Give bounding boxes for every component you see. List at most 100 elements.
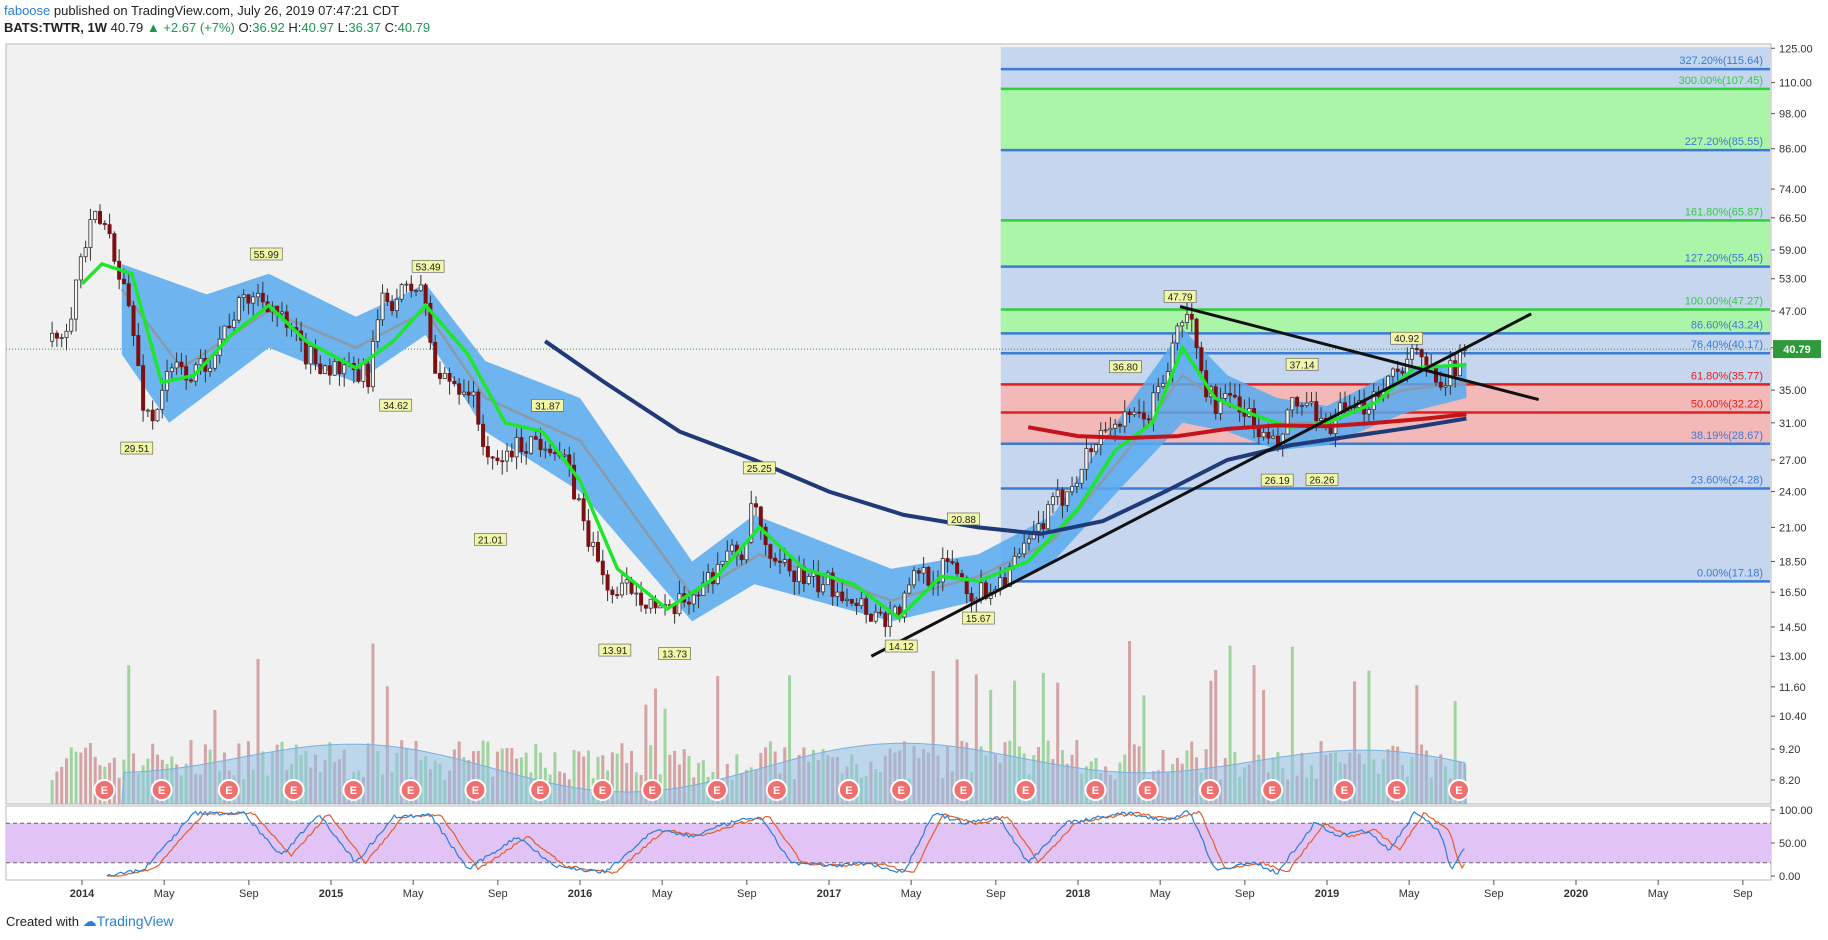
- candle-body[interactable]: [1438, 381, 1443, 388]
- candle-body[interactable]: [64, 330, 69, 339]
- candle-body[interactable]: [883, 612, 888, 627]
- candle-body[interactable]: [313, 345, 318, 365]
- candle-body[interactable]: [845, 598, 850, 601]
- candle-body[interactable]: [1314, 401, 1319, 421]
- candle-body[interactable]: [643, 604, 648, 609]
- candle-body[interactable]: [596, 542, 601, 562]
- candle-body[interactable]: [418, 284, 423, 292]
- candle-body[interactable]: [600, 560, 605, 576]
- candle-body[interactable]: [433, 341, 438, 374]
- candle-body[interactable]: [390, 301, 395, 312]
- candle-body[interactable]: [370, 341, 375, 388]
- candle-body[interactable]: [902, 592, 907, 618]
- candle-body[interactable]: [1424, 356, 1429, 366]
- candle-body[interactable]: [121, 278, 126, 285]
- earnings-marker[interactable]: E: [952, 779, 975, 801]
- candle-body[interactable]: [150, 409, 155, 422]
- candle-body[interactable]: [495, 457, 500, 462]
- candle-body[interactable]: [361, 363, 366, 382]
- candle-body[interactable]: [222, 325, 227, 340]
- candle-body[interactable]: [1366, 409, 1371, 415]
- candle-body[interactable]: [1266, 431, 1271, 439]
- candle-body[interactable]: [1146, 418, 1151, 421]
- candle-body[interactable]: [586, 520, 591, 547]
- candle-body[interactable]: [112, 233, 117, 262]
- candle-body[interactable]: [1184, 313, 1189, 323]
- candle-body[interactable]: [404, 283, 409, 286]
- candle-body[interactable]: [1252, 408, 1257, 427]
- candle-body[interactable]: [840, 591, 845, 601]
- candle-body[interactable]: [624, 579, 629, 584]
- candle-body[interactable]: [950, 561, 955, 564]
- candle-body[interactable]: [754, 503, 759, 508]
- candle-body[interactable]: [1453, 360, 1458, 377]
- candle-body[interactable]: [533, 436, 538, 440]
- candle-body[interactable]: [1041, 523, 1046, 530]
- candle-body[interactable]: [256, 292, 261, 298]
- candle-body[interactable]: [1060, 489, 1065, 506]
- candle-body[interactable]: [136, 335, 141, 367]
- candle-body[interactable]: [107, 224, 112, 235]
- candle-body[interactable]: [155, 408, 160, 422]
- candle-body[interactable]: [428, 302, 433, 343]
- candle-body[interactable]: [634, 592, 639, 595]
- candle-body[interactable]: [93, 210, 98, 220]
- candle-body[interactable]: [1232, 394, 1237, 398]
- candle-body[interactable]: [816, 572, 821, 593]
- candle-body[interactable]: [864, 598, 869, 615]
- candle-body[interactable]: [179, 361, 184, 368]
- candle-body[interactable]: [1137, 411, 1142, 414]
- candle-body[interactable]: [1223, 393, 1228, 399]
- candle-body[interactable]: [54, 332, 59, 339]
- candle-body[interactable]: [1443, 385, 1448, 388]
- candle-body[interactable]: [1189, 313, 1194, 320]
- candle-body[interactable]: [576, 498, 581, 501]
- candle-body[interactable]: [849, 598, 854, 604]
- earnings-marker[interactable]: E: [591, 779, 614, 801]
- candle-body[interactable]: [1132, 411, 1137, 416]
- candle-body[interactable]: [782, 559, 787, 563]
- earnings-marker[interactable]: E: [282, 779, 305, 801]
- candle-body[interactable]: [246, 294, 251, 304]
- candle-body[interactable]: [1127, 411, 1132, 416]
- candle-body[interactable]: [514, 437, 519, 458]
- candle-body[interactable]: [509, 450, 514, 458]
- earnings-marker[interactable]: E: [1447, 779, 1470, 801]
- candle-body[interactable]: [1271, 435, 1276, 439]
- candle-body[interactable]: [696, 594, 701, 597]
- candle-body[interactable]: [160, 389, 165, 410]
- candle-body[interactable]: [1180, 322, 1185, 327]
- candle-body[interactable]: [1122, 411, 1127, 427]
- candle-body[interactable]: [1414, 348, 1419, 351]
- candle-body[interactable]: [184, 366, 189, 381]
- candle-body[interactable]: [337, 361, 342, 375]
- tradingview-brand[interactable]: TradingView: [96, 913, 174, 929]
- candle-body[interactable]: [912, 570, 917, 586]
- candle-body[interactable]: [169, 367, 174, 372]
- candle-body[interactable]: [1089, 448, 1094, 453]
- trendline[interactable]: [1179, 305, 1540, 402]
- earnings-marker[interactable]: E: [890, 779, 913, 801]
- candle-body[interactable]: [873, 611, 878, 622]
- candle-body[interactable]: [821, 584, 826, 593]
- candle-body[interactable]: [102, 223, 107, 226]
- candle-body[interactable]: [1079, 468, 1084, 484]
- candle-body[interactable]: [639, 592, 644, 606]
- candle-body[interactable]: [921, 567, 926, 574]
- candle-body[interactable]: [548, 448, 553, 454]
- candle-body[interactable]: [447, 372, 452, 382]
- earnings-marker[interactable]: E: [217, 779, 240, 801]
- candle-body[interactable]: [773, 557, 778, 562]
- candle-body[interactable]: [1050, 496, 1055, 506]
- candle-body[interactable]: [308, 345, 313, 365]
- earnings-marker[interactable]: E: [150, 779, 173, 801]
- candle-body[interactable]: [241, 294, 246, 298]
- candle-body[interactable]: [78, 256, 83, 281]
- candle-body[interactable]: [74, 279, 79, 320]
- candle-body[interactable]: [83, 247, 88, 258]
- candle-body[interactable]: [1261, 431, 1266, 438]
- candle-body[interactable]: [758, 506, 763, 528]
- candle-body[interactable]: [1113, 423, 1118, 429]
- candle-body[interactable]: [212, 354, 217, 369]
